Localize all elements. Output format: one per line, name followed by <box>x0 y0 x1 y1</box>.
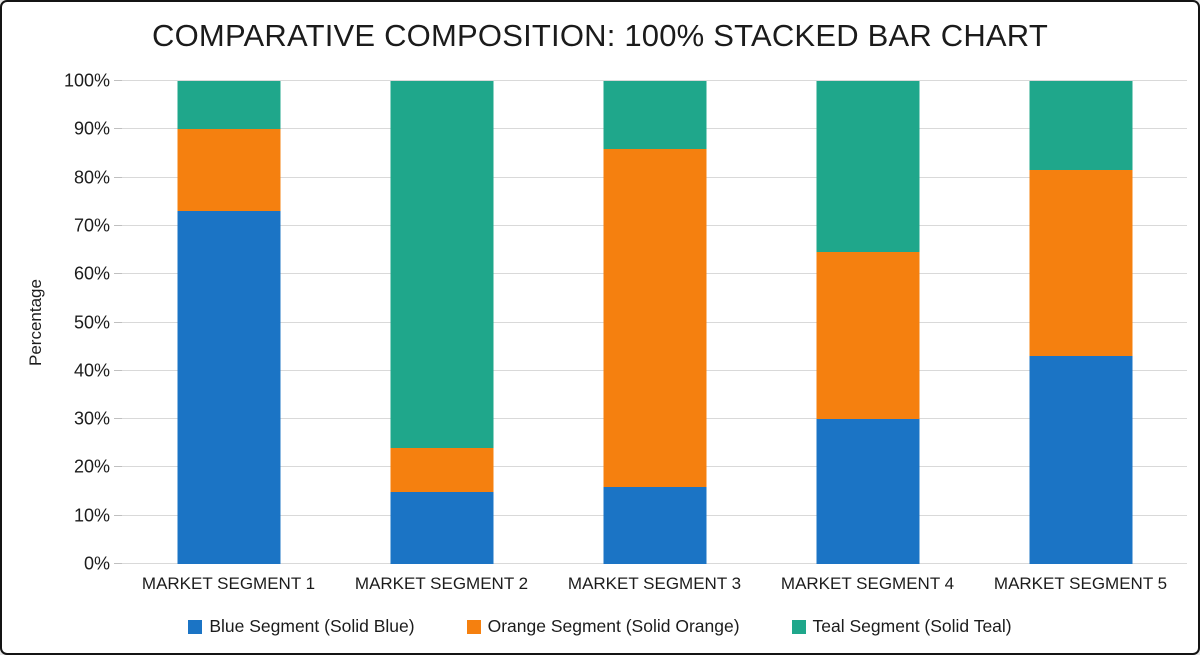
bar-segment <box>816 252 919 420</box>
legend-swatch-icon <box>791 619 806 634</box>
y-tick-mark <box>114 418 122 420</box>
bar-segment <box>177 81 280 130</box>
legend: Blue Segment (Solid Blue) Orange Segment … <box>2 616 1198 637</box>
chart-title: COMPARATIVE COMPOSITION: 100% STACKED BA… <box>152 18 1048 53</box>
legend-swatch-icon <box>188 619 203 634</box>
bar-stack <box>603 81 706 564</box>
y-axis-tick-label: 10% <box>73 505 110 526</box>
legend-item: Blue Segment (Solid Blue) <box>188 616 415 637</box>
y-tick-mark <box>114 128 122 130</box>
plot-area <box>114 80 1187 564</box>
y-axis-labels: 0% 10% 20% 30% 40% 50% 60% 70% 80% 90% 100% <box>36 71 110 574</box>
x-axis-tick-label: MARKET SEGMENT 3 <box>567 574 742 593</box>
y-axis-tick-label: 80% <box>73 167 110 188</box>
gridline <box>122 80 1187 81</box>
y-axis-tick-label: 70% <box>73 215 110 236</box>
bar-segment <box>390 491 493 564</box>
y-tick-mark <box>114 321 122 323</box>
bar-segment <box>603 81 706 149</box>
x-axis-tick-label: MARKET SEGMENT 2 <box>354 574 529 593</box>
legend-item: Teal Segment (Solid Teal) <box>791 616 1012 637</box>
y-axis-tick-label: 90% <box>73 118 110 139</box>
bar-segment <box>177 129 280 212</box>
bar-columns <box>122 81 1187 564</box>
y-tick-mark <box>114 514 122 516</box>
legend-label: Blue Segment (Solid Blue) <box>209 616 415 636</box>
y-axis-tick-label: 50% <box>73 312 110 332</box>
y-tick-mark <box>114 224 122 226</box>
bar-segment <box>603 148 706 487</box>
y-tick-mark <box>114 563 122 564</box>
y-axis-tick-label: 40% <box>73 360 110 381</box>
bar-segment <box>390 81 493 449</box>
y-axis-tick-label: 60% <box>73 263 110 284</box>
bar-segment <box>603 486 706 564</box>
y-tick-mark <box>114 369 122 371</box>
bar-stack <box>390 81 493 564</box>
y-tick-mark <box>114 466 122 468</box>
y-axis-tick-label: 20% <box>73 456 110 477</box>
bar-segment <box>816 81 919 253</box>
legend-label: Teal Segment (Solid Teal) <box>812 616 1012 636</box>
y-axis-tick-label: 0% <box>83 553 110 574</box>
bar-segment <box>816 419 919 564</box>
y-tick-mark <box>114 80 122 81</box>
bar-segment <box>177 211 280 564</box>
x-axis-labels: MARKET SEGMENT 1 MARKET SEGMENT 2 MARKET S… <box>122 574 1187 594</box>
y-axis-tick-label: 30% <box>73 408 110 429</box>
legend-label: Orange Segment (Solid Orange) <box>487 616 740 636</box>
y-tick-mark <box>114 176 122 178</box>
bar-stack <box>1029 81 1132 564</box>
bar-column <box>761 81 974 564</box>
x-axis-tick-label: MARKET SEGMENT 4 <box>780 574 955 593</box>
bar-column <box>122 81 335 564</box>
bar-stack <box>816 81 919 564</box>
legend-item: Orange Segment (Solid Orange) <box>466 616 740 637</box>
y-tick-mark <box>114 273 122 275</box>
bar-column <box>335 81 548 564</box>
bar-segment <box>390 448 493 492</box>
x-axis-tick-label: MARKET SEGMENT 1 <box>141 574 316 593</box>
x-axis-tick-label: MARKET SEGMENT 5 <box>993 574 1168 593</box>
y-axis-tick-label: 100% <box>63 70 110 91</box>
bar-segment <box>1029 356 1132 564</box>
bar-column <box>974 81 1187 564</box>
bar-segment <box>1029 170 1132 357</box>
bar-segment <box>1029 81 1132 171</box>
bar-column <box>548 81 761 564</box>
legend-swatch-icon <box>466 619 481 634</box>
bar-stack <box>177 81 280 564</box>
